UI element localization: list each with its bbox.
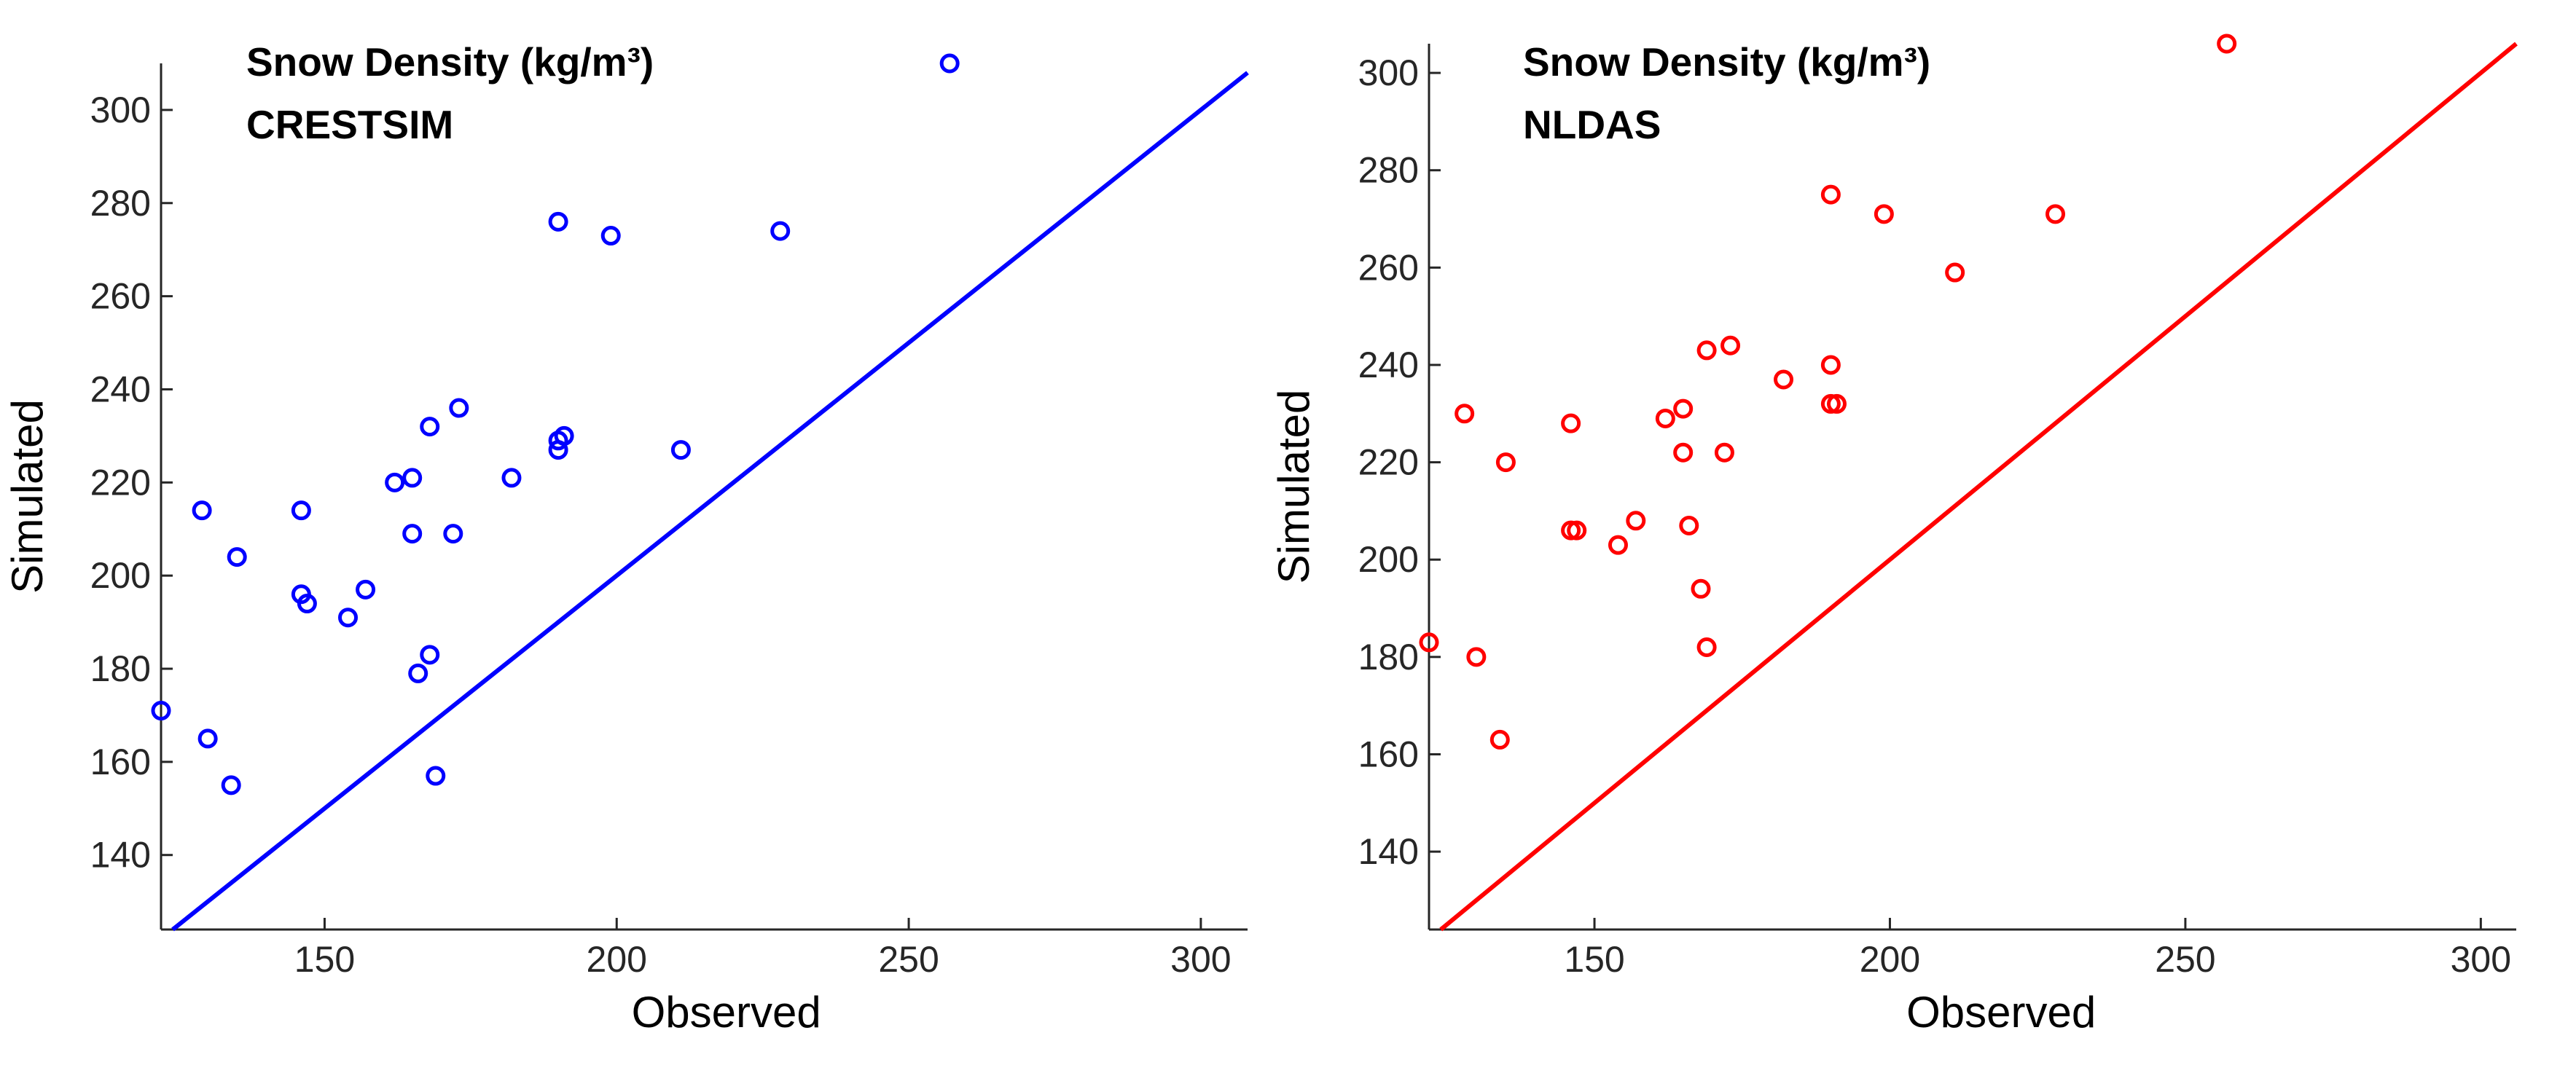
data-point: [420, 417, 440, 437]
y-tick-label: 300: [1358, 52, 1419, 93]
y-tick-label: 260: [1358, 247, 1419, 288]
y-axis-label: Simulated: [1269, 390, 1318, 584]
data-point: [1874, 204, 1894, 224]
data-point: [192, 500, 212, 521]
y-tick-label: 160: [90, 742, 151, 782]
panel-crestsim: 150 200 250 300 140 160 180 200 220 240 260 280 300 S…: [3, 39, 1249, 1037]
y-tick-label: 180: [90, 648, 151, 689]
data-point: [1673, 442, 1694, 463]
data-point: [227, 547, 247, 567]
data-point: [1419, 632, 1439, 653]
data-point: [356, 579, 376, 600]
chart-subtitle: CRESTSIM: [246, 102, 453, 147]
data-point: [1489, 729, 1510, 750]
y-tick-label: 280: [90, 183, 151, 224]
y-tick-label: 180: [1358, 637, 1419, 677]
data-point: [385, 472, 405, 492]
chart-subtitle: NLDAS: [1523, 102, 1661, 147]
data-point: [291, 500, 311, 521]
y-tick-label: 140: [1358, 831, 1419, 872]
data-point: [402, 468, 423, 488]
data-point: [600, 226, 621, 246]
y-tick-label: 240: [1358, 345, 1419, 385]
data-point: [197, 728, 218, 749]
data-point: [1774, 369, 1794, 390]
y-tick-label: 300: [90, 90, 151, 130]
y-tick-label: 140: [90, 835, 151, 876]
data-point: [151, 701, 171, 721]
data-point: [1655, 408, 1675, 428]
y-tick-label: 200: [90, 555, 151, 596]
y-tick-label: 280: [1358, 150, 1419, 191]
data-point: [2217, 34, 2237, 54]
data-point: [1673, 398, 1694, 419]
data-point: [2045, 204, 2066, 224]
y-tick-label: 260: [90, 276, 151, 317]
x-tick-label: 200: [587, 939, 647, 980]
x-tick-label: 250: [2155, 939, 2215, 980]
data-point: [1696, 340, 1717, 361]
x-tick-label: 150: [1564, 939, 1624, 980]
data-point: [443, 524, 463, 544]
data-point: [1820, 184, 1841, 205]
data-point: [1567, 520, 1587, 541]
data-point: [1820, 393, 1841, 414]
data-point: [1820, 355, 1841, 375]
data-point: [1561, 413, 1581, 433]
data-point: [939, 53, 960, 74]
x-axis-label: Observed: [632, 988, 821, 1037]
x-tick-label: 250: [878, 939, 939, 980]
panel-nldas: 150 200 250 300 140 160 180 200 220 240 260 280 300 S…: [1269, 34, 2518, 1037]
data-point: [1827, 393, 1847, 414]
data-point: [449, 398, 469, 418]
data-point: [1720, 335, 1741, 355]
data-point: [221, 775, 241, 795]
data-point: [1945, 262, 1965, 283]
data-point: [1466, 647, 1487, 667]
data-point: [408, 663, 428, 683]
data-point: [1679, 515, 1699, 535]
data-point: [554, 425, 574, 446]
x-tick-label: 150: [294, 939, 355, 980]
x-tick-label: 300: [2451, 939, 2511, 980]
data-point: [1691, 578, 1711, 599]
data-point: [501, 468, 522, 488]
y-tick-label: 220: [1358, 442, 1419, 483]
x-tick-label: 300: [1170, 939, 1231, 980]
data-point: [426, 766, 446, 786]
data-point: [1608, 535, 1628, 555]
data-point: [670, 440, 691, 460]
data-point: [1455, 404, 1475, 424]
data-point: [338, 608, 359, 628]
chart-title: Snow Density (kg/m³): [246, 39, 654, 85]
x-axis-label: Observed: [1906, 988, 2096, 1037]
data-point: [1561, 520, 1581, 541]
data-point: [420, 645, 440, 665]
y-tick-label: 240: [90, 369, 151, 409]
data-point: [1714, 442, 1734, 463]
y-tick-label: 160: [1358, 734, 1419, 774]
data-point: [1495, 452, 1516, 473]
one-to-one-line: [171, 71, 1249, 932]
data-point: [770, 221, 791, 241]
data-point: [297, 594, 317, 614]
data-point: [1626, 511, 1646, 531]
y-tick-label: 200: [1358, 539, 1419, 580]
data-point: [1696, 637, 1717, 657]
one-to-one-line: [1439, 42, 2518, 932]
chart-title: Snow Density (kg/m³): [1523, 39, 1930, 85]
y-axis-label: Simulated: [3, 399, 52, 594]
data-point: [548, 211, 568, 232]
data-point: [402, 524, 423, 544]
y-tick-label: 220: [90, 462, 151, 503]
x-tick-label: 200: [1860, 939, 1920, 980]
